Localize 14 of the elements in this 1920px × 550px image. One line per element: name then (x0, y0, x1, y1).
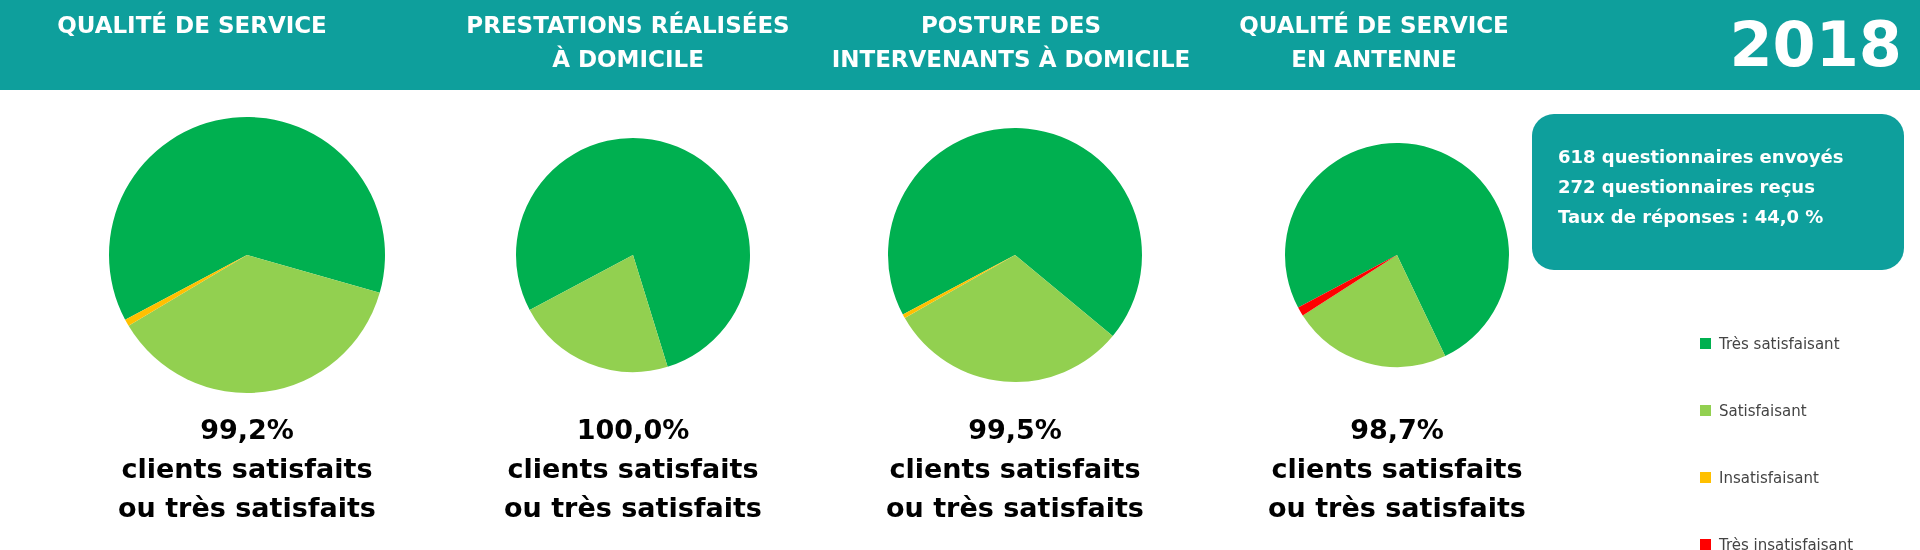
legend-label: Satisfaisant (1719, 401, 1807, 420)
text: 2018 (1729, 7, 1902, 83)
text: 100,0% clients satisfaits ou très satisfaits (503, 413, 763, 525)
text: 98,7% clients satisfaits ou très satisfaits (1267, 413, 1527, 525)
legend-label: Insatisfaisant (1719, 468, 1819, 487)
text: 99,2% clients satisfaits ou très satisfaits (117, 413, 377, 525)
text: 618 questionnaires envoyés 272 questionnaires reçus Taux de réponses : 44,0 % (1532, 114, 1904, 270)
text: 99,5% clients satisfaits ou très satisfaits (885, 413, 1145, 525)
legend-label: Très satisfaisant (1719, 334, 1840, 353)
chart-title: QUALITÉ DE SERVICE (56, 10, 328, 40)
chart-title: PRESTATIONS RÉALISÉES À DOMICILE (466, 12, 790, 72)
chart-title: QUALITÉ DE SERVICE EN ANTENNE (1239, 12, 1509, 72)
chart-title: POSTURE DES INTERVENANTS À DOMICILE (830, 11, 1192, 74)
legend-label: Très insatisfaisant (1719, 535, 1854, 550)
